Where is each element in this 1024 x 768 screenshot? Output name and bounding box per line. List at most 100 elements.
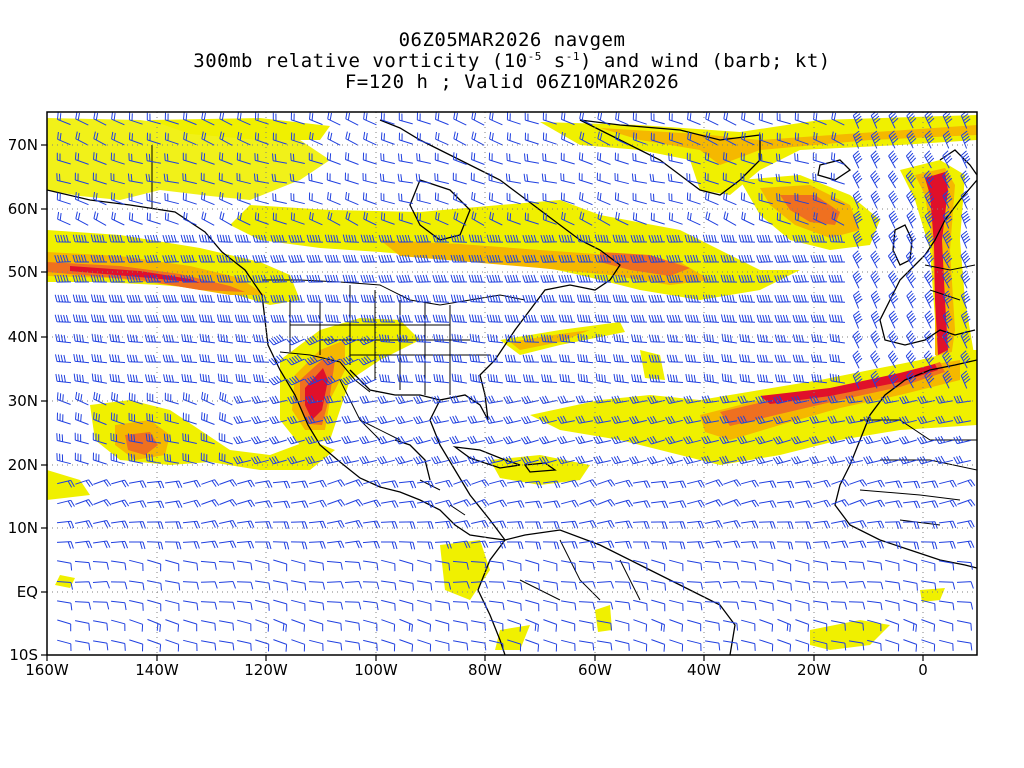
wind-barb	[489, 131, 503, 146]
wind-barb	[434, 173, 449, 185]
wind-barb	[73, 354, 90, 364]
wind-barb	[254, 521, 272, 529]
wind-barb	[665, 415, 683, 425]
wind-barb	[377, 395, 395, 404]
wind-barb	[398, 212, 413, 225]
wind-barb	[953, 415, 971, 424]
wind-barb	[960, 310, 971, 329]
wind-barb	[542, 541, 560, 550]
wind-barb	[288, 294, 305, 303]
wind-barb	[397, 374, 414, 383]
wind-barb	[828, 314, 846, 323]
wind-barb	[146, 212, 161, 225]
wind-barb	[504, 254, 522, 263]
wind-barb	[435, 639, 450, 652]
wind-barb	[924, 370, 935, 389]
wind-barb	[739, 373, 755, 384]
wind-barb	[628, 435, 647, 445]
wind-barb	[56, 581, 73, 590]
lon-label: 100W	[354, 661, 398, 679]
wind-barb	[485, 435, 503, 445]
wind-barb	[434, 581, 452, 590]
wind-barb	[198, 234, 216, 243]
wind-barb	[507, 480, 525, 489]
wind-barb	[629, 415, 647, 425]
wind-barb	[558, 314, 576, 323]
wind-barb	[597, 620, 612, 631]
wind-barb	[180, 294, 198, 303]
wind-barb	[129, 541, 146, 550]
wind-barb	[486, 294, 504, 303]
wind-barb	[828, 274, 845, 283]
wind-barb	[234, 254, 252, 263]
wind-barb	[737, 455, 755, 465]
wind-barb	[831, 640, 847, 651]
wind-barb	[290, 521, 308, 529]
wind-barb	[960, 150, 971, 169]
wind-barb	[898, 435, 917, 445]
wind-barb	[309, 600, 325, 611]
us-canada-border	[262, 279, 526, 306]
wind-barb	[362, 172, 377, 185]
wind-barb	[218, 432, 233, 445]
wind-barb	[650, 153, 665, 164]
wind-barb	[650, 212, 665, 225]
wind-barb	[739, 354, 756, 363]
wind-barb	[794, 132, 809, 145]
wind-barb	[75, 211, 89, 226]
wind-barb	[594, 294, 612, 303]
wind-barb	[308, 192, 323, 205]
wind-barb	[269, 415, 287, 425]
wind-barb	[687, 520, 705, 529]
wind-barb	[633, 541, 650, 550]
wind-barb	[287, 415, 305, 425]
wind-barb	[324, 254, 341, 263]
wind-barb	[684, 254, 702, 263]
wind-barb	[773, 395, 791, 405]
wind-barb	[468, 254, 485, 263]
wind-barb	[181, 373, 198, 384]
wind-barb	[72, 234, 90, 243]
wind-barb	[777, 580, 792, 591]
wind-barb	[578, 152, 593, 165]
wind-barb	[899, 395, 917, 405]
wind-barb	[165, 619, 180, 632]
wind-barb	[593, 435, 611, 444]
wind-barb	[905, 270, 917, 289]
wind-barb	[849, 499, 868, 507]
wind-barb	[93, 152, 107, 165]
wind-barb	[74, 560, 91, 570]
wind-barb	[668, 153, 683, 164]
wind-barb	[811, 373, 827, 384]
wind-barb	[719, 395, 737, 404]
wind-barb	[72, 294, 90, 303]
wind-barb	[558, 234, 576, 243]
wind-barb	[540, 274, 558, 283]
wind-barb	[165, 599, 180, 612]
wind-barb	[651, 559, 666, 572]
wind-barb	[181, 334, 198, 344]
wind-barb	[525, 599, 540, 612]
wind-barb	[650, 193, 665, 204]
wind-barb	[504, 314, 522, 323]
wind-barb	[720, 254, 737, 263]
wind-barb	[596, 601, 614, 610]
wind-barb	[631, 374, 648, 384]
wind-barb	[182, 392, 197, 405]
wind-barb	[863, 435, 881, 445]
wind-barb	[741, 619, 756, 632]
wind-barb	[845, 435, 863, 445]
wind-barb	[905, 350, 916, 369]
wind-barb	[486, 234, 504, 243]
wind-barb	[162, 314, 179, 323]
lat-label: 60N	[8, 200, 38, 218]
wind-barb	[272, 132, 287, 145]
title-valid-time: F=120 h ; Valid 06Z10MAR2026	[344, 71, 680, 93]
wind-barb	[505, 173, 521, 184]
wind-barb	[722, 581, 740, 589]
wind-barb	[72, 314, 90, 323]
wind-barb	[147, 559, 162, 572]
wind-barb	[272, 112, 287, 125]
wind-barb	[90, 254, 107, 263]
wind-barb	[809, 435, 827, 445]
